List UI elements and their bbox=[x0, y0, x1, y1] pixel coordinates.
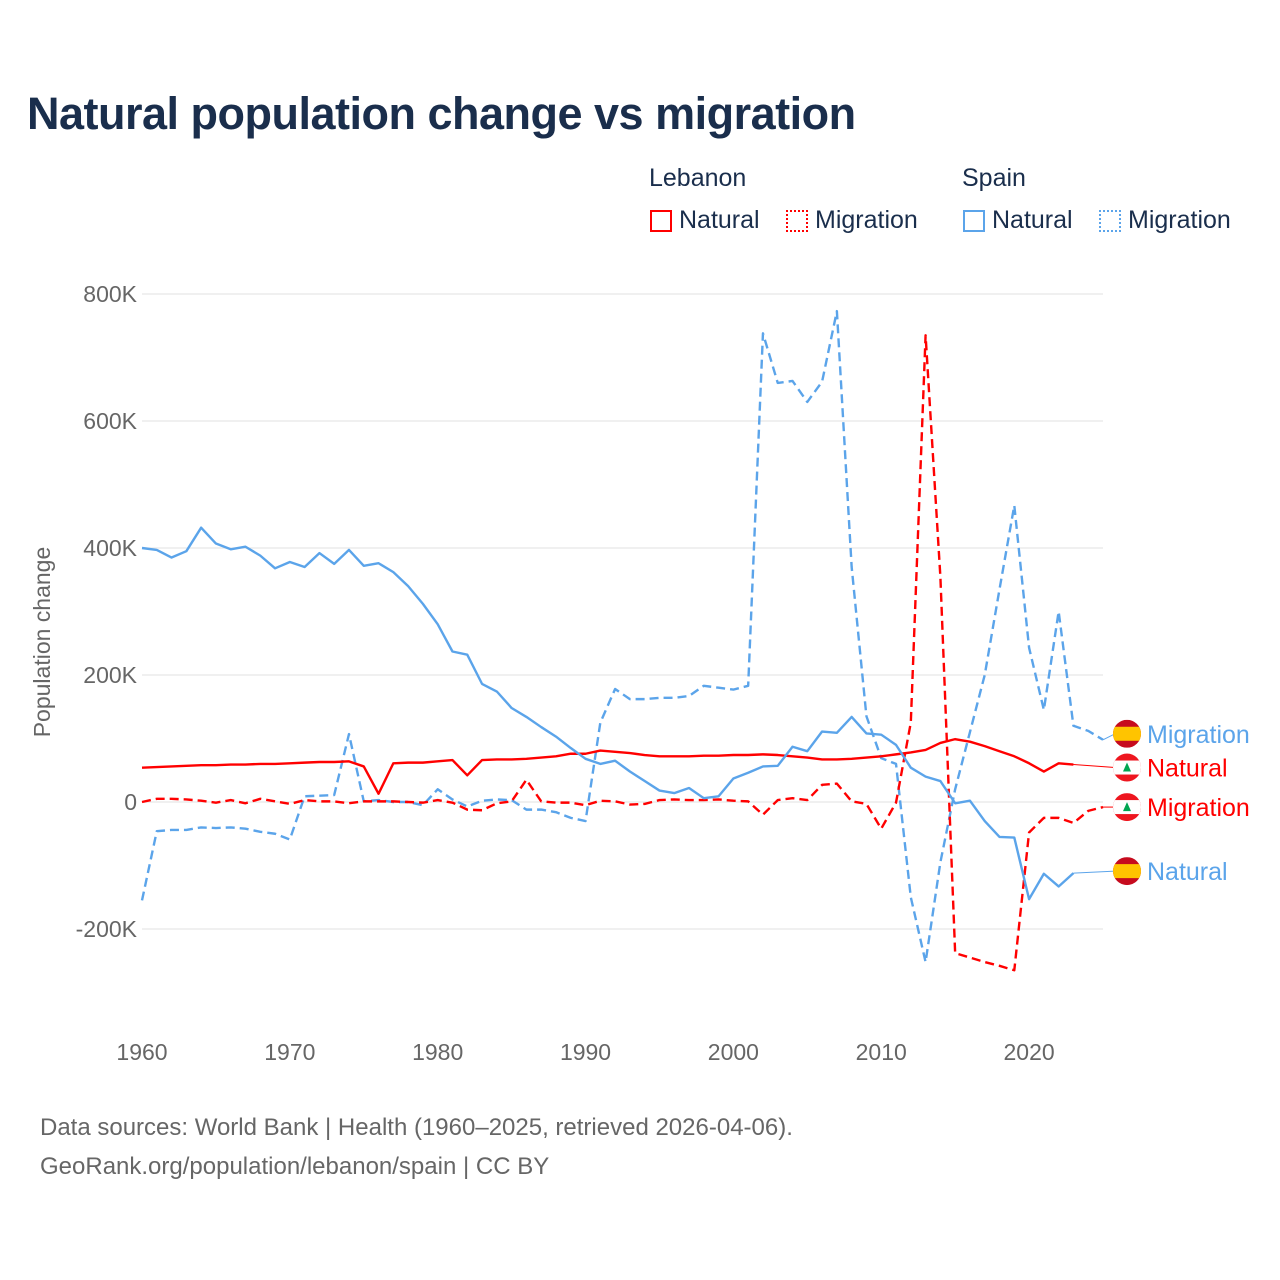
legend-label: Migration bbox=[815, 206, 918, 234]
y-tick-label: 600K bbox=[83, 408, 137, 434]
y-tick-label: 200K bbox=[83, 662, 137, 688]
x-tick-label: 1960 bbox=[116, 1039, 167, 1065]
legend-spain-migration[interactable]: Migration bbox=[1099, 206, 1231, 235]
spain-natural-line bbox=[141, 526, 1075, 901]
legend-lebanon-migration[interactable]: Migration bbox=[786, 206, 918, 235]
x-tick-label: 1990 bbox=[560, 1039, 611, 1065]
x-tick-label: 1980 bbox=[412, 1039, 463, 1065]
flag-stripe bbox=[1113, 864, 1141, 879]
spain-migration-line bbox=[140, 309, 1104, 964]
dotted-swatch-icon bbox=[786, 209, 808, 232]
y-axis-label: Population change bbox=[29, 547, 55, 738]
legend-label: Migration bbox=[1128, 206, 1231, 234]
flag-body bbox=[1113, 793, 1141, 822]
x-tick-label: 2010 bbox=[856, 1039, 907, 1065]
flag-body bbox=[1113, 753, 1141, 782]
label-connector bbox=[1073, 870, 1116, 874]
legend-spain-natural[interactable]: Natural bbox=[963, 206, 1073, 235]
footer-sources: Data sources: World Bank | Health (1960–… bbox=[40, 1114, 793, 1141]
flag-body bbox=[1113, 857, 1141, 886]
lebanon-migration-line bbox=[141, 334, 1104, 972]
series-end-label: Natural bbox=[1147, 858, 1228, 886]
lebanon-flag-icon bbox=[1113, 753, 1141, 782]
lebanon-natural-line bbox=[141, 737, 1074, 795]
legend-label: Natural bbox=[679, 206, 760, 234]
legend-label: Natural bbox=[992, 206, 1073, 234]
spain-flag-icon bbox=[1113, 719, 1141, 748]
footer: Data sources: World Bank | Health (1960–… bbox=[40, 1108, 793, 1186]
legend-lebanon-natural[interactable]: Natural bbox=[650, 206, 760, 235]
spain-flag-icon bbox=[1113, 857, 1141, 886]
y-tick-label: 0 bbox=[124, 789, 137, 815]
series-end-label: Migration bbox=[1147, 721, 1250, 749]
x-tick-label: 2020 bbox=[1003, 1039, 1054, 1065]
legend-group-lebanon: Lebanon bbox=[649, 164, 747, 192]
x-tick-label: 2000 bbox=[708, 1039, 759, 1065]
dotted-swatch-icon bbox=[1099, 209, 1121, 232]
footer-link[interactable]: GeoRank.org/population/lebanon/spain | C… bbox=[40, 1153, 550, 1180]
y-tick-label: 400K bbox=[83, 535, 137, 561]
cedar-icon bbox=[1123, 762, 1131, 772]
lebanon-flag-icon bbox=[1113, 793, 1141, 822]
solid-swatch-icon bbox=[650, 209, 672, 232]
y-tick-label: -200K bbox=[76, 916, 138, 942]
series-end-label: Migration bbox=[1147, 794, 1250, 822]
flag-stripe bbox=[1113, 726, 1141, 741]
flag-body bbox=[1113, 719, 1141, 748]
series-end-label: Natural bbox=[1147, 755, 1228, 783]
x-tick-label: 1970 bbox=[264, 1039, 315, 1065]
cedar-icon bbox=[1123, 802, 1131, 812]
chart-title: Natural population change vs migration bbox=[27, 88, 856, 139]
legend-group-spain: Spain bbox=[962, 164, 1026, 192]
label-connector bbox=[1073, 764, 1116, 769]
label-connector bbox=[1102, 733, 1116, 741]
solid-swatch-icon bbox=[963, 209, 985, 232]
y-tick-label: 800K bbox=[83, 281, 137, 307]
